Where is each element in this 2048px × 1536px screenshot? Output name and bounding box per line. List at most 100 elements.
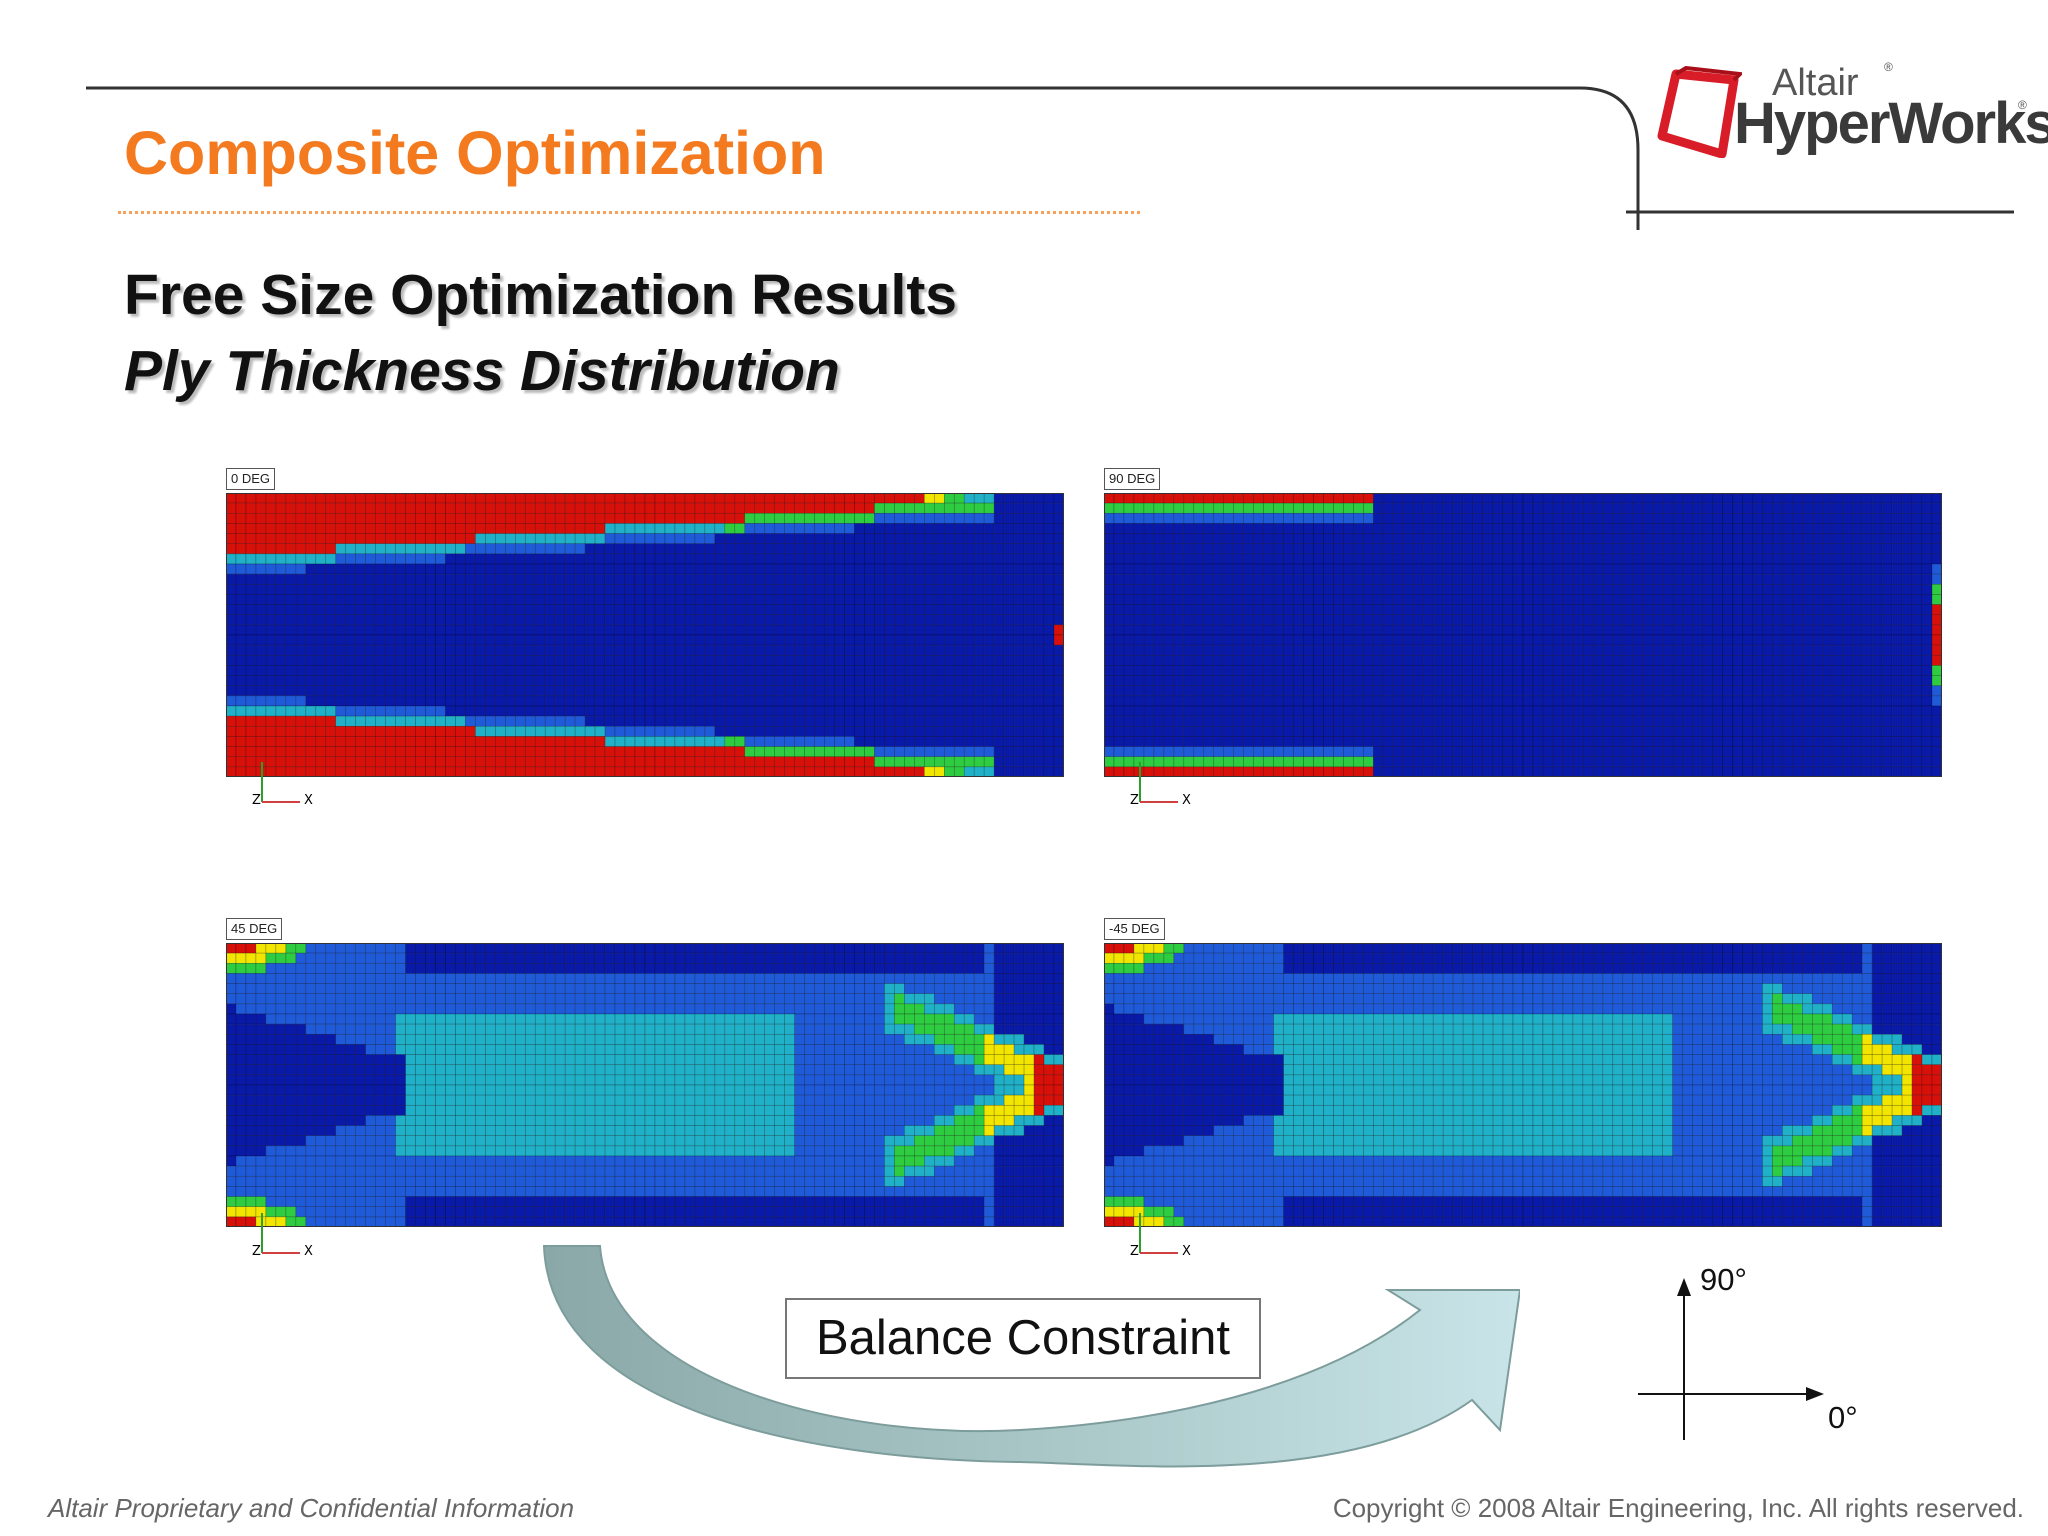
mesh-element — [265, 533, 277, 545]
mesh-element — [295, 533, 307, 545]
mesh-element — [1113, 614, 1125, 626]
mesh-element — [554, 583, 566, 595]
mesh-element — [1263, 766, 1274, 777]
mesh-element — [285, 624, 297, 636]
mesh-element — [425, 943, 436, 954]
mesh-element — [1682, 533, 1693, 545]
mesh-element — [395, 634, 406, 646]
mesh-element — [784, 624, 795, 636]
mesh-element — [634, 502, 646, 514]
mesh-element — [894, 543, 905, 555]
mesh-element — [1104, 665, 1115, 676]
mesh-element — [1053, 493, 1064, 504]
mesh-element — [435, 604, 446, 616]
mesh-element — [245, 952, 257, 964]
mesh-element — [465, 725, 476, 737]
mesh-element — [1313, 523, 1324, 534]
mesh-element — [1821, 715, 1833, 727]
mesh-element — [1572, 665, 1584, 676]
mesh-element — [355, 533, 366, 545]
mesh-element — [1652, 746, 1663, 758]
mesh-element — [714, 766, 726, 777]
mesh-element — [1632, 502, 1644, 514]
mesh-element — [1482, 502, 1494, 514]
mesh-element — [934, 523, 945, 534]
mesh-element — [1572, 624, 1584, 636]
mesh-element — [1393, 654, 1404, 666]
mesh-element — [1013, 493, 1025, 504]
mesh-element — [1462, 644, 1474, 656]
mesh-element — [1104, 736, 1115, 747]
mesh-element — [1283, 695, 1294, 707]
mesh-element — [934, 675, 945, 687]
mesh-element — [1193, 604, 1205, 616]
mesh-element — [1552, 594, 1564, 605]
mesh-element — [285, 962, 297, 974]
mesh-element — [275, 543, 287, 555]
mesh-element — [884, 746, 895, 758]
mesh-element — [1343, 725, 1354, 737]
mesh-element — [1462, 756, 1474, 768]
mesh-element — [1712, 634, 1723, 646]
mesh-element — [445, 523, 456, 534]
mesh-element — [1592, 614, 1604, 626]
mesh-element — [824, 493, 835, 504]
mesh-element — [295, 952, 307, 964]
mesh-element — [704, 594, 716, 605]
mesh-element — [1203, 644, 1215, 656]
mesh-element — [1831, 583, 1843, 595]
mesh-element — [1812, 594, 1823, 605]
mesh-element — [1841, 493, 1853, 504]
mesh-element — [814, 644, 825, 656]
mesh-element — [694, 583, 706, 595]
mesh-element — [1891, 654, 1903, 666]
mesh-element — [275, 523, 287, 534]
mesh-element — [1043, 705, 1055, 717]
mesh-element — [904, 962, 915, 974]
mesh-element — [355, 715, 366, 727]
mesh-element — [335, 512, 347, 524]
mesh-element — [1752, 502, 1763, 514]
mesh-element — [345, 604, 356, 616]
mesh-element — [1003, 583, 1015, 595]
mesh-element — [355, 644, 366, 656]
mesh-element — [1323, 705, 1334, 717]
mesh-element — [804, 512, 815, 524]
mesh-element — [914, 644, 925, 656]
mesh-element — [814, 654, 825, 666]
mesh-element — [1861, 553, 1873, 565]
mesh-element — [1303, 756, 1314, 768]
mesh-element — [754, 644, 766, 656]
mesh-element — [365, 512, 376, 524]
mesh-element — [1672, 665, 1683, 676]
mesh-element — [1782, 594, 1793, 605]
mesh-element — [1821, 583, 1833, 595]
mesh-element — [674, 604, 686, 616]
mesh-element — [1003, 644, 1015, 656]
mesh-element — [1522, 563, 1534, 575]
mesh-element — [1871, 523, 1883, 534]
mesh-element — [1193, 583, 1205, 595]
mesh-element — [1562, 654, 1574, 666]
mesh-element — [495, 715, 506, 727]
mesh-element — [644, 675, 656, 687]
mesh-element — [574, 705, 586, 717]
mesh-element — [614, 952, 626, 964]
mesh-element — [724, 756, 736, 768]
mesh-element — [445, 563, 456, 575]
mesh-element — [1123, 543, 1135, 555]
mesh-element — [1343, 512, 1354, 524]
mesh-element — [375, 563, 386, 575]
mesh-element — [1881, 573, 1893, 585]
mesh-element — [564, 695, 576, 707]
mesh-element — [1512, 746, 1524, 758]
mesh-element — [1821, 594, 1833, 605]
mesh-element — [1512, 553, 1524, 565]
mesh-element — [554, 952, 566, 964]
mesh-element — [1283, 675, 1294, 687]
mesh-element — [1911, 746, 1923, 758]
mesh-element — [973, 736, 985, 747]
mesh-element — [1682, 695, 1693, 707]
mesh-element — [1622, 604, 1634, 616]
mesh-element — [1153, 654, 1165, 666]
